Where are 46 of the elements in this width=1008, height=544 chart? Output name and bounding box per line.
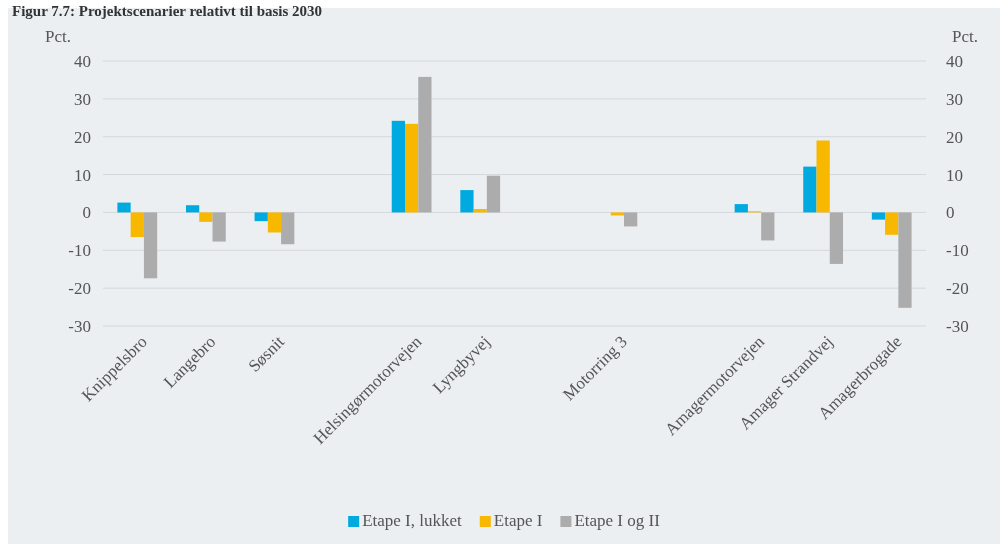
bar [143,212,158,279]
y-tick-label: 20 [74,127,91,147]
y-tick-label: 0 [82,203,91,223]
bar [117,202,131,213]
y2-axis-title: Pct. [952,27,978,46]
bar [734,204,748,213]
y2-tick-label: 10 [946,165,963,185]
legend-label: Etape I, lukket [362,510,463,530]
y-tick-label: -10 [68,241,91,261]
y2-tick-label: 0 [946,203,955,223]
y-tick-label: 10 [74,165,91,185]
bar [829,212,844,264]
y2-tick-label: 40 [946,51,963,71]
bar [405,123,419,213]
bar [281,212,295,245]
bar [803,166,817,213]
bar [885,212,899,235]
bar [130,212,144,238]
bar [486,175,501,213]
y-tick-label: -20 [68,279,91,299]
bar [898,212,912,308]
bar [761,212,775,241]
bar [391,120,405,213]
y-tick-label: -30 [68,316,91,336]
bar [418,76,432,213]
bar [185,205,200,213]
y2-tick-label: 20 [946,127,963,147]
bar [267,212,282,233]
y-tick-label: 40 [74,51,91,71]
y2-tick-label: 30 [946,89,963,109]
y-axis-title: Pct. [45,27,71,46]
bar [254,212,268,222]
legend-label: Etape I [493,510,543,530]
bar [624,212,638,227]
bar [816,140,830,213]
y-tick-label: 30 [74,89,91,109]
y2-tick-label: -20 [946,279,969,299]
bar [199,212,213,222]
bar [460,190,474,213]
bar [212,212,226,242]
chart-title: Figur 7.7: Projektscenarier relativt til basis 2030 [12,3,323,20]
bar [871,212,886,220]
legend-label: Etape I og II [574,510,661,530]
bar [610,212,624,216]
y2-tick-label: -10 [946,241,969,261]
y2-tick-label: -30 [946,316,969,336]
